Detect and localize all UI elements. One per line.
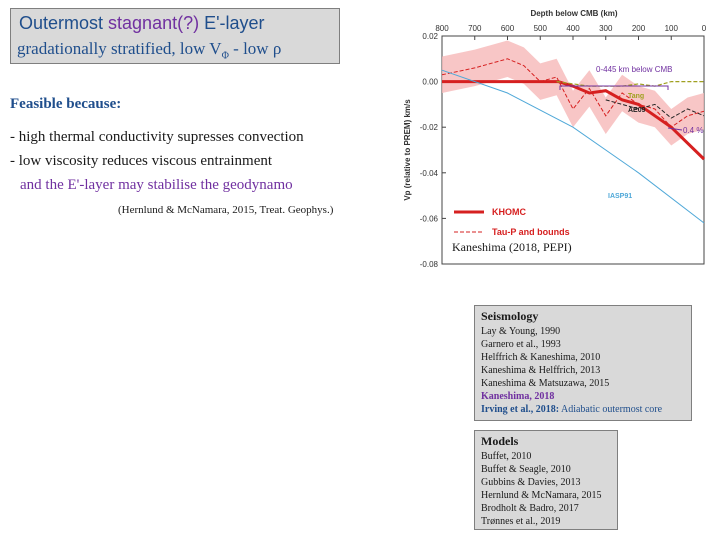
feasible-heading: Feasible because: bbox=[10, 96, 122, 112]
y-tick-label: -0.02 bbox=[420, 123, 439, 132]
legend-taup: Tau-P and bounds bbox=[492, 227, 570, 237]
models-box: Models Buffet, 2010 Buffet & Seagle, 201… bbox=[474, 430, 618, 530]
uncertainty-band bbox=[442, 40, 704, 146]
x-tick-label: 0 bbox=[702, 24, 707, 33]
y-tick-label: -0.08 bbox=[420, 260, 439, 269]
list-item: Helffrich & Kaneshima, 2010 bbox=[481, 352, 601, 363]
velocity-plot: Depth below CMB (km) Vp (relative to PRE… bbox=[400, 0, 720, 270]
x-tick-label: 700 bbox=[468, 24, 482, 33]
x-tick-label: 200 bbox=[632, 24, 646, 33]
models-heading: Models bbox=[481, 434, 519, 448]
reason-item: - high thermal conductivity supresses co… bbox=[10, 129, 304, 145]
series-line-iasp91 bbox=[441, 69, 705, 224]
x-tick-label: 600 bbox=[501, 24, 515, 33]
list-item: Kaneshima & Helffrich, 2013 bbox=[481, 365, 601, 376]
slide-title: Outermost stagnant(?) E'-layer bbox=[19, 13, 265, 33]
list-item: Buffet, 2010 bbox=[481, 451, 532, 462]
list-item: Brodholt & Badro, 2017 bbox=[481, 503, 579, 514]
x-tick-label: 400 bbox=[566, 24, 580, 33]
citation: (Hernlund & McNamara, 2015, Treat. Geoph… bbox=[118, 204, 334, 216]
plot-caption: Kaneshima (2018, PEPI) bbox=[452, 240, 572, 255]
y-tick-label: -0.06 bbox=[420, 214, 439, 223]
series-line-khomc bbox=[442, 80, 706, 161]
legend-khomc: KHOMC bbox=[492, 207, 526, 217]
list-item-highlight: Kaneshima, 2018 bbox=[481, 391, 555, 402]
reason-item: - low viscosity reduces viscous entrainm… bbox=[10, 153, 273, 169]
pct-annotation: 0.4 % bbox=[683, 126, 703, 135]
series-line-tau-p-and-bounds bbox=[441, 58, 705, 128]
x-tick-label: 300 bbox=[599, 24, 613, 33]
slide-subtitle: gradationally stratified, low VΦ - low ρ bbox=[17, 39, 282, 62]
y-tick-label: 0.00 bbox=[422, 78, 438, 87]
reasons-list: - high thermal conductivity supresses co… bbox=[10, 125, 304, 197]
list-item: Garnero et al., 1993 bbox=[481, 339, 561, 350]
list-item: Lay & Young, 1990 bbox=[481, 326, 561, 337]
list-item: Gubbins & Davies, 2013 bbox=[481, 477, 581, 488]
list-item: Buffet & Seagle, 2010 bbox=[481, 464, 571, 475]
seismology-heading: Seismology bbox=[481, 309, 539, 323]
zone-annotation: 0-445 km below CMB bbox=[596, 65, 672, 74]
list-item-highlight: Irving et al., 2018: Adiabatic outermost… bbox=[481, 404, 663, 415]
list-item: Trønnes et al., 2019 bbox=[481, 516, 561, 527]
label-tang: Tang bbox=[628, 93, 644, 100]
label-iasp91: IASP91 bbox=[608, 193, 632, 200]
pct-pointer bbox=[667, 127, 683, 131]
seismology-box: Seismology Lay & Young, 1990 Garnero et … bbox=[474, 305, 692, 421]
list-item: Hernlund & McNamara, 2015 bbox=[481, 490, 602, 501]
list-item: Kaneshima & Matsuzawa, 2015 bbox=[481, 378, 610, 389]
plot-svg: Depth below CMB (km) Vp (relative to PRE… bbox=[403, 9, 707, 269]
title-box: Outermost stagnant(?) E'-layer gradation… bbox=[10, 8, 340, 64]
y-axis-label: Vp (relative to PREM) km/s bbox=[403, 99, 412, 201]
x-axis-label: Depth below CMB (km) bbox=[530, 9, 617, 18]
label-ae09: AE09 bbox=[628, 107, 646, 114]
x-tick-label: 500 bbox=[534, 24, 548, 33]
reason-item: and the E'-layer may stabilise the geody… bbox=[20, 177, 293, 193]
depth-bracket bbox=[559, 85, 669, 90]
series-line-ae09 bbox=[605, 99, 705, 119]
y-tick-label: 0.02 bbox=[422, 32, 438, 41]
x-tick-label: 100 bbox=[665, 24, 679, 33]
x-tick-label: 800 bbox=[435, 24, 449, 33]
y-tick-label: -0.04 bbox=[420, 169, 439, 178]
